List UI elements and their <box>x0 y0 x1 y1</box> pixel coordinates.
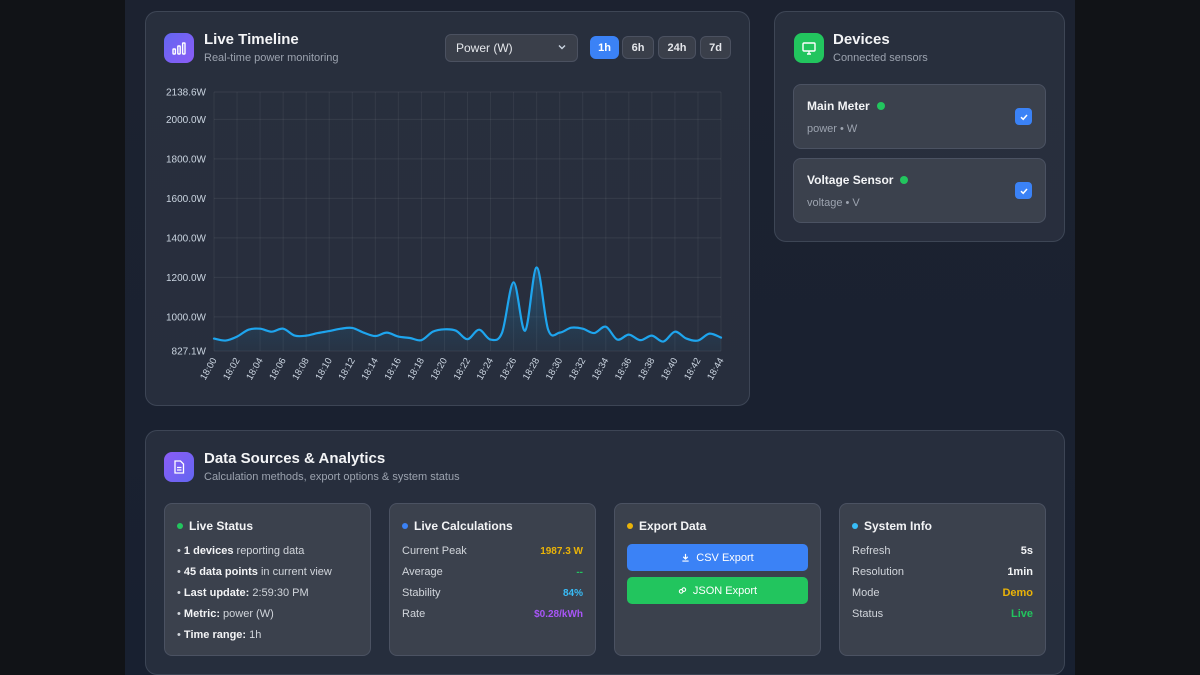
sys-value-status: Live <box>1010 608 1033 620</box>
device-checkbox[interactable] <box>1015 182 1032 199</box>
live-calculations-panel: Live Calculations Current Peak 1987.3 W … <box>389 503 596 656</box>
calc-value-rate: $0.28/kWh <box>534 609 583 620</box>
system-info-title: System Info <box>852 519 932 533</box>
analytics-subtitle: Calculation methods, export options & sy… <box>204 471 460 483</box>
status-line: • Time range: 1h <box>177 629 262 641</box>
sys-label-refresh: Refresh <box>852 545 891 557</box>
online-status-dot <box>900 176 909 184</box>
online-status-dot <box>876 102 885 110</box>
device-checkbox[interactable] <box>1015 108 1032 125</box>
check-icon <box>1019 114 1028 120</box>
range-button-6h[interactable]: 6h <box>622 36 654 59</box>
json-export-label: JSON Export <box>692 584 758 597</box>
timeline-title: Live Timeline <box>204 31 299 48</box>
device-item-voltage-sensor[interactable]: Voltage Sensor voltage • V <box>793 158 1046 223</box>
export-data-panel: Export Data CSV Export JSON Export <box>614 503 821 656</box>
timeline-card <box>145 11 750 406</box>
sys-label-mode: Mode <box>852 587 880 599</box>
device-name: Main Meter <box>807 99 885 113</box>
status-line: • 45 data points in current view <box>177 566 332 578</box>
device-item-main-meter[interactable]: Main Meter power • W <box>793 84 1046 149</box>
system-info-panel: System Info Refresh 5s Resolution 1min M… <box>839 503 1046 656</box>
analytics-title: Data Sources & Analytics <box>204 450 386 467</box>
calc-label-stability: Stability <box>402 587 441 599</box>
chart-bar-icon <box>164 33 194 63</box>
range-button-24h[interactable]: 24h <box>658 36 696 59</box>
devices-subtitle: Connected sensors <box>833 52 928 64</box>
status-line: • 1 devices reporting data <box>177 545 305 557</box>
chevron-down-icon <box>557 41 567 55</box>
range-button-1h[interactable]: 1h <box>590 36 619 59</box>
device-meta: power • W <box>807 123 858 135</box>
status-line: • Last update: 2:59:30 PM <box>177 587 309 599</box>
csv-export-label: CSV Export <box>696 551 754 564</box>
json-export-button[interactable]: JSON Export <box>627 577 808 604</box>
device-meta: voltage • V <box>807 197 860 209</box>
metric-select[interactable]: Power (W) <box>445 34 578 62</box>
sys-value-resolution: 1min <box>1007 566 1033 578</box>
timeline-subtitle: Real-time power monitoring <box>204 52 339 64</box>
export-data-title: Export Data <box>627 519 706 533</box>
calc-value-average: -- <box>576 567 583 578</box>
sys-value-mode: Demo <box>1002 587 1033 599</box>
link-icon <box>678 587 687 594</box>
live-calculations-title: Live Calculations <box>402 519 513 533</box>
download-icon <box>682 553 689 562</box>
calc-label-average: Average <box>402 566 443 578</box>
live-status-title: Live Status <box>177 519 253 533</box>
device-name: Voltage Sensor <box>807 173 909 187</box>
calc-value-stability: 84% <box>562 588 583 599</box>
calc-value-peak: 1987.3 W <box>540 546 583 557</box>
document-icon <box>164 452 194 482</box>
sys-label-resolution: Resolution <box>852 566 904 578</box>
calc-label-peak: Current Peak <box>402 545 467 557</box>
range-button-7d[interactable]: 7d <box>700 36 731 59</box>
sys-value-refresh: 5s <box>1020 545 1033 557</box>
metric-select-value: Power (W) <box>456 41 513 55</box>
monitor-icon <box>794 33 824 63</box>
devices-title: Devices <box>833 31 890 48</box>
live-status-panel: Live Status • 1 devices reporting data •… <box>164 503 371 656</box>
status-line: • Metric: power (W) <box>177 608 274 620</box>
csv-export-button[interactable]: CSV Export <box>627 544 808 571</box>
sys-label-status: Status <box>852 608 884 620</box>
check-icon <box>1019 188 1028 194</box>
calc-label-rate: Rate <box>402 608 426 620</box>
